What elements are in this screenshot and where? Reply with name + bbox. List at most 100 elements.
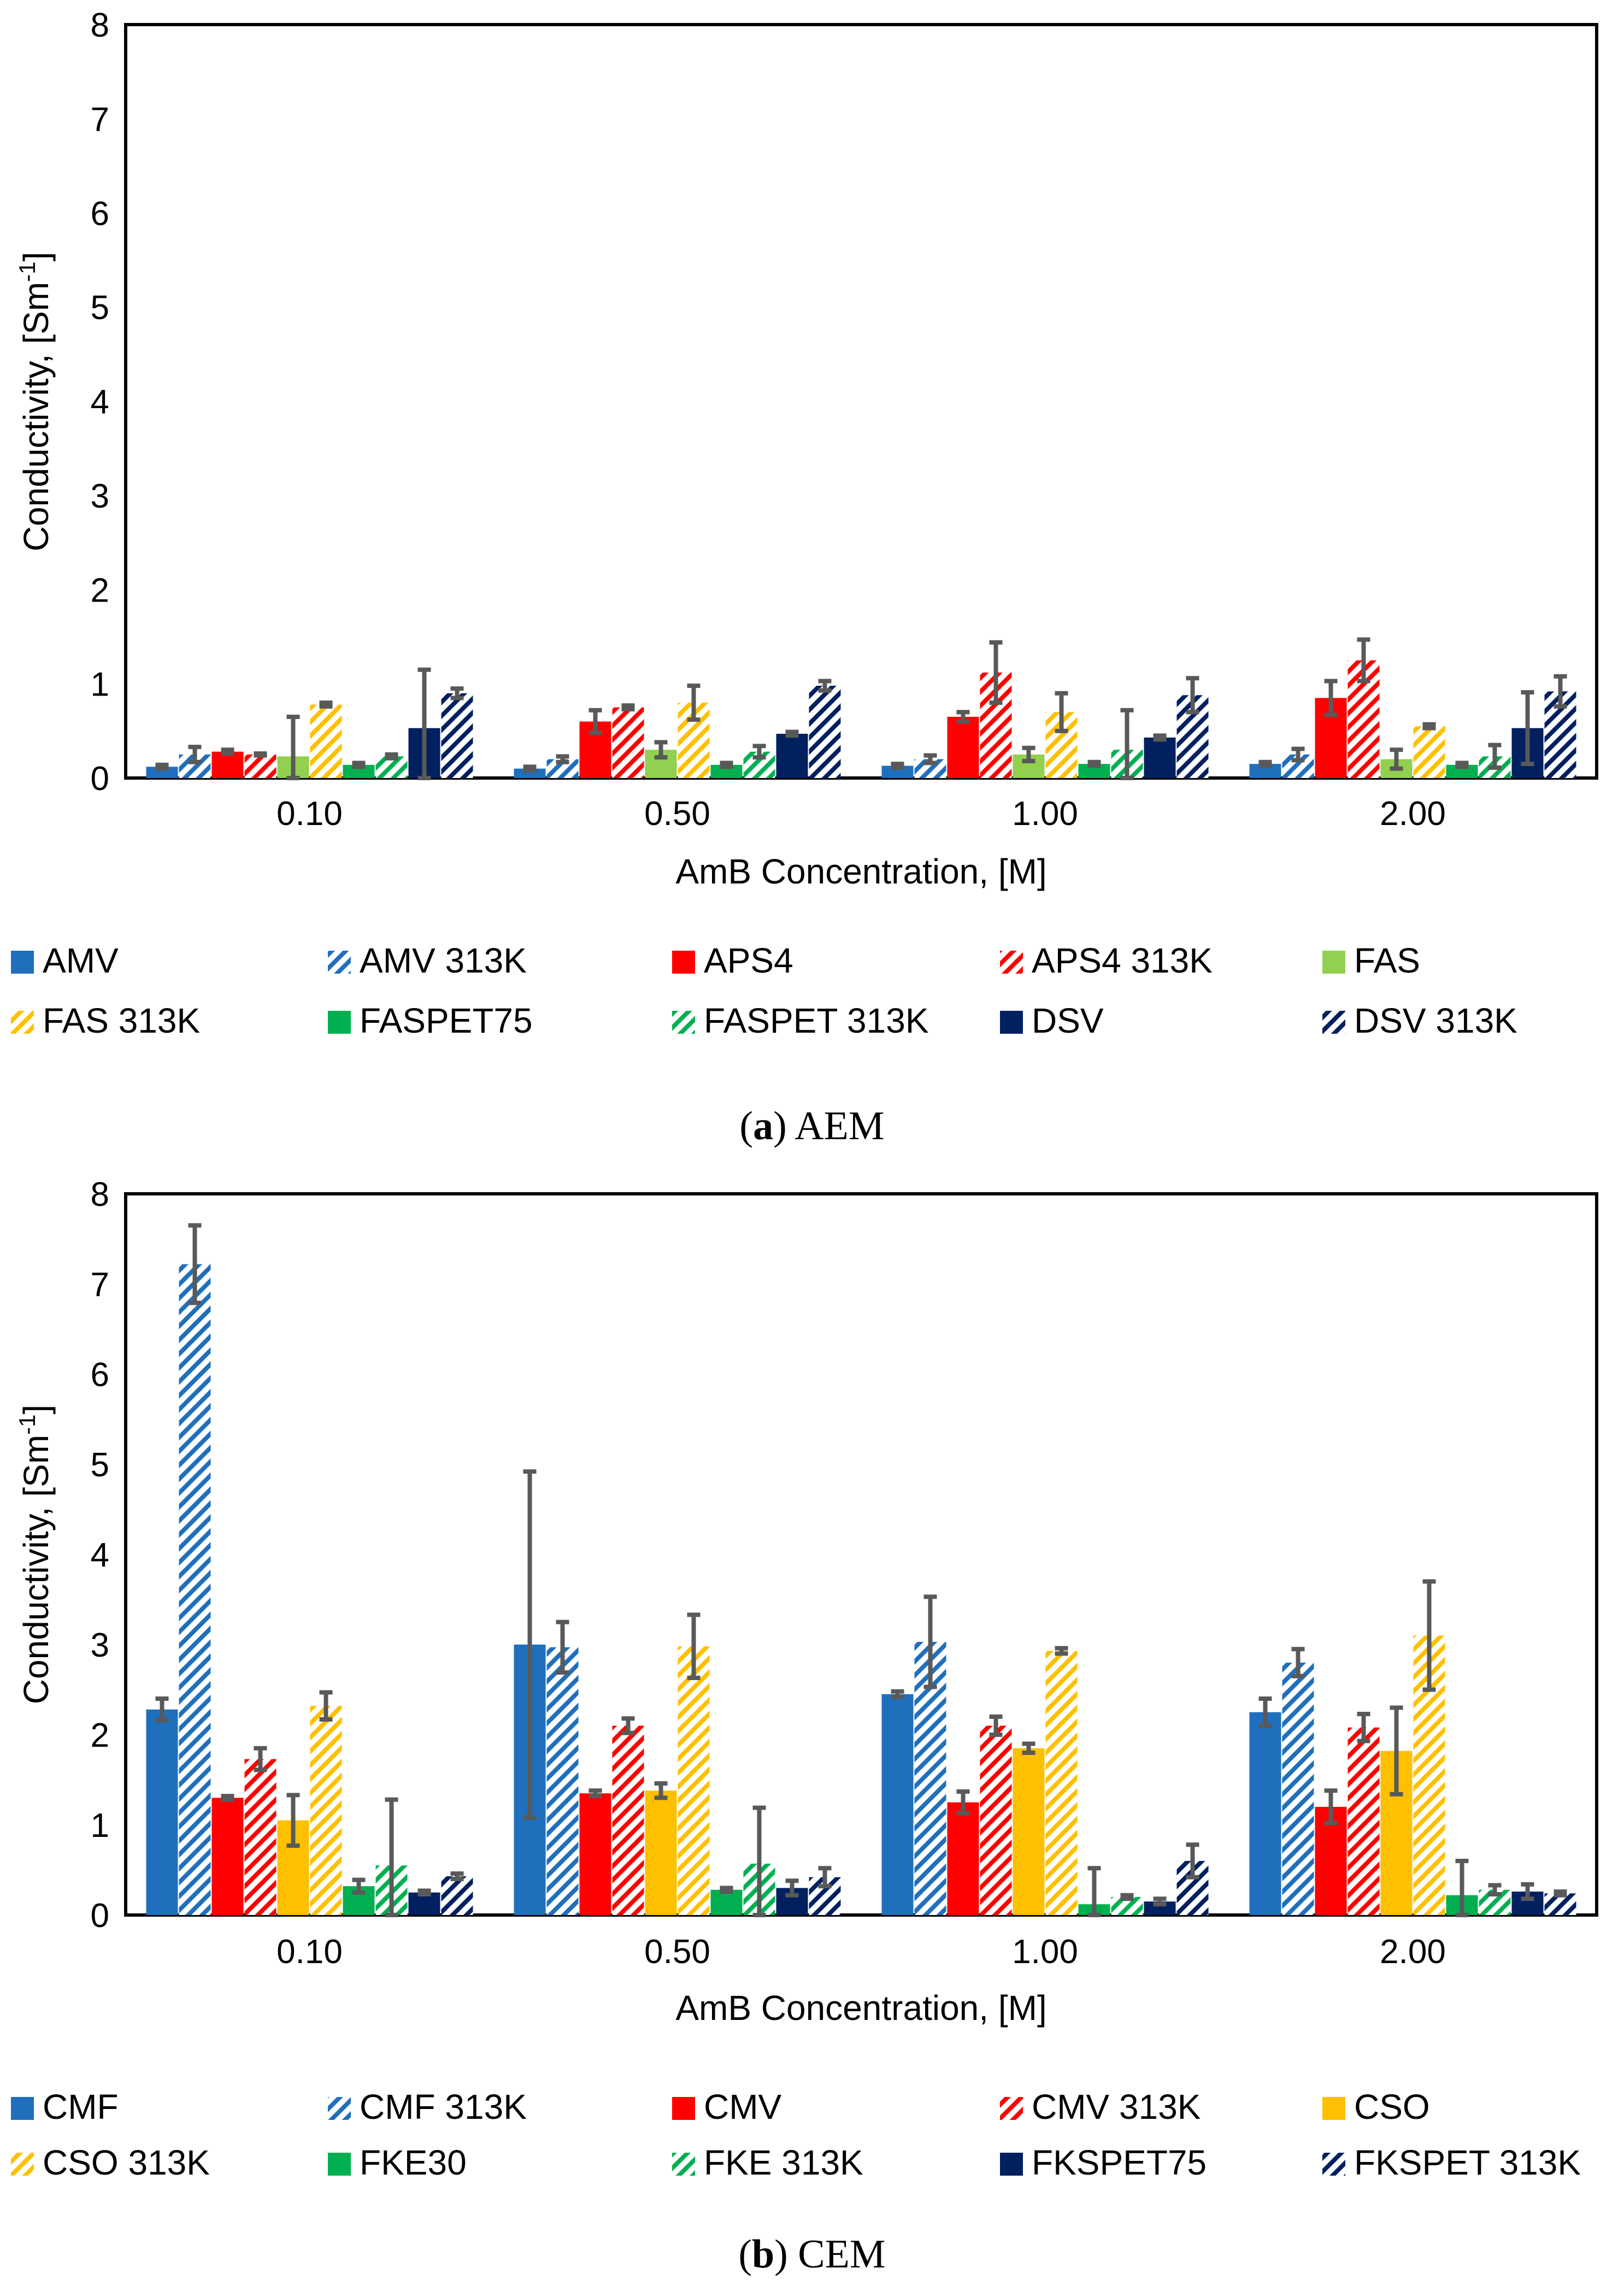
x-tick-label: 0.10 — [276, 1933, 343, 1971]
bar-cmv-1.00 — [947, 1802, 979, 1915]
panel-b: 0 1 2 3 4 5 6 7 8 Conductivity, [Sm-1] 0.10 0.50 1.0… — [11, 1176, 1598, 2277]
legend-swatch — [328, 951, 351, 974]
panel-caption: (a) AEM — [739, 1104, 884, 1148]
error-bar — [687, 684, 701, 722]
legend-label: FKE 313K — [704, 2143, 863, 2182]
error-bar — [155, 1696, 169, 1723]
legend-item: CMV 313K — [1000, 2087, 1201, 2126]
bar-dsv-313k-0.50 — [809, 686, 841, 778]
legend-item: CMF — [11, 2087, 119, 2126]
legend-swatch — [672, 1011, 695, 1034]
error-bar — [1022, 745, 1035, 763]
error-bar — [523, 1469, 537, 1820]
error-bar — [589, 1788, 602, 1799]
legend-label: FKSPET75 — [1032, 2143, 1207, 2182]
error-bar — [188, 745, 202, 764]
bar-amv-1.00 — [881, 765, 914, 778]
x-axis-title: AmB Concentration, [M] — [675, 852, 1046, 891]
legend-item: FAS — [1322, 941, 1420, 980]
legend-swatch — [11, 951, 34, 974]
x-axis-title: AmB Concentration, [M] — [675, 1988, 1046, 2028]
panel-caption-letter: b — [752, 2232, 774, 2277]
y-tick-label: 1 — [91, 666, 109, 704]
y-tick-label: 6 — [91, 1356, 109, 1394]
error-bar — [891, 762, 904, 770]
bar-cmv-313k-1.00 — [980, 1725, 1012, 1915]
error-bar — [556, 1619, 569, 1675]
error-bar — [286, 714, 300, 780]
error-bar — [1055, 1646, 1068, 1656]
bar-aps4-313k-0.50 — [612, 707, 644, 778]
legend-label: FAS 313K — [43, 1001, 200, 1040]
y-tick-label: 4 — [91, 384, 109, 421]
error-bar — [1357, 1712, 1370, 1743]
legend-label: CMF 313K — [360, 2087, 527, 2126]
error-bar — [1488, 743, 1502, 770]
error-bar — [1258, 1696, 1272, 1728]
error-bar — [1554, 1889, 1567, 1898]
legend-item: DSV — [1000, 1001, 1104, 1040]
error-bar — [417, 1888, 431, 1897]
legend-label: FKSPET 313K — [1354, 2143, 1581, 2182]
y-axis-title-main: Conductivity, [Sm — [16, 282, 56, 551]
error-bar — [1390, 1705, 1403, 1796]
error-bar — [188, 1223, 202, 1305]
error-bar — [319, 1690, 333, 1722]
bar-aps4-0.10 — [211, 751, 244, 778]
error-bar — [1087, 1866, 1101, 1917]
legend-item: CSO 313K — [11, 2143, 210, 2182]
bar-cmv-313k-0.10 — [244, 1759, 276, 1915]
x-tick-label: 0.10 — [276, 795, 343, 833]
legend-label: FASPET75 — [360, 1001, 533, 1040]
legend-swatch — [1000, 2153, 1023, 2176]
y-tick-label: 0 — [91, 1897, 109, 1935]
error-bar — [989, 1715, 1003, 1737]
legend-item: FKSPET 313K — [1322, 2143, 1581, 2182]
legend-label: CMV 313K — [1032, 2087, 1201, 2126]
error-bar — [417, 667, 431, 780]
legend-swatch — [1000, 2097, 1023, 2120]
x-tick-label: 0.50 — [644, 795, 710, 833]
y-axis-title-end: ] — [16, 1405, 56, 1415]
legend-item: FKSPET75 — [1000, 2143, 1207, 2182]
y-axis-title: Conductivity, [Sm-1] — [14, 1405, 56, 1704]
legend-label: CSO — [1354, 2087, 1430, 2126]
bar-cmf-313k-0.50 — [546, 1647, 579, 1915]
error-bar — [1422, 1579, 1436, 1692]
bar-dsv-0.50 — [776, 733, 808, 778]
legend-swatch — [1000, 951, 1023, 974]
error-bar — [891, 1689, 904, 1699]
x-tick-label: 1.00 — [1012, 795, 1078, 833]
bar-aps4-313k-0.10 — [244, 754, 276, 778]
error-bar — [621, 703, 635, 712]
panel-a: 0 1 2 3 4 5 6 7 8 Conductivity, [Sm-1] 0.10 0.50 1.0… — [11, 7, 1598, 1148]
error-bar — [654, 1781, 668, 1800]
legend-label: FAS — [1354, 941, 1420, 980]
legend-item: AMV — [11, 941, 119, 980]
legend-label: CMV — [704, 2087, 782, 2126]
error-bar — [1324, 679, 1338, 717]
error-bar — [720, 1886, 733, 1894]
bar-aps4-1.00 — [947, 716, 979, 778]
legend-item: FAS 313K — [11, 1001, 200, 1040]
bar-cmv-0.10 — [211, 1798, 244, 1915]
error-bar — [1186, 676, 1199, 715]
legend-item: APS4 — [672, 941, 793, 980]
error-bar — [1022, 1741, 1035, 1755]
y-tick-label: 5 — [91, 289, 109, 327]
legend-swatch — [1322, 2153, 1345, 2176]
y-axis-title-superscript: -1 — [14, 262, 40, 282]
legend-item: CMV — [672, 2087, 782, 2126]
legend-swatch — [328, 2153, 351, 2176]
legend-item: CMF 313K — [328, 2087, 527, 2126]
error-bar — [221, 747, 234, 756]
legend-swatch — [328, 2097, 351, 2120]
legend-label: AMV — [43, 941, 119, 980]
error-bar — [923, 1594, 937, 1689]
error-bar — [1554, 674, 1567, 709]
error-bar — [1055, 691, 1068, 733]
y-tick-label: 8 — [91, 7, 109, 44]
y-axis-title-main: Conductivity, [Sm — [16, 1435, 56, 1704]
bar-cmf-313k-2.00 — [1282, 1663, 1314, 1915]
error-bar — [1186, 1842, 1199, 1880]
